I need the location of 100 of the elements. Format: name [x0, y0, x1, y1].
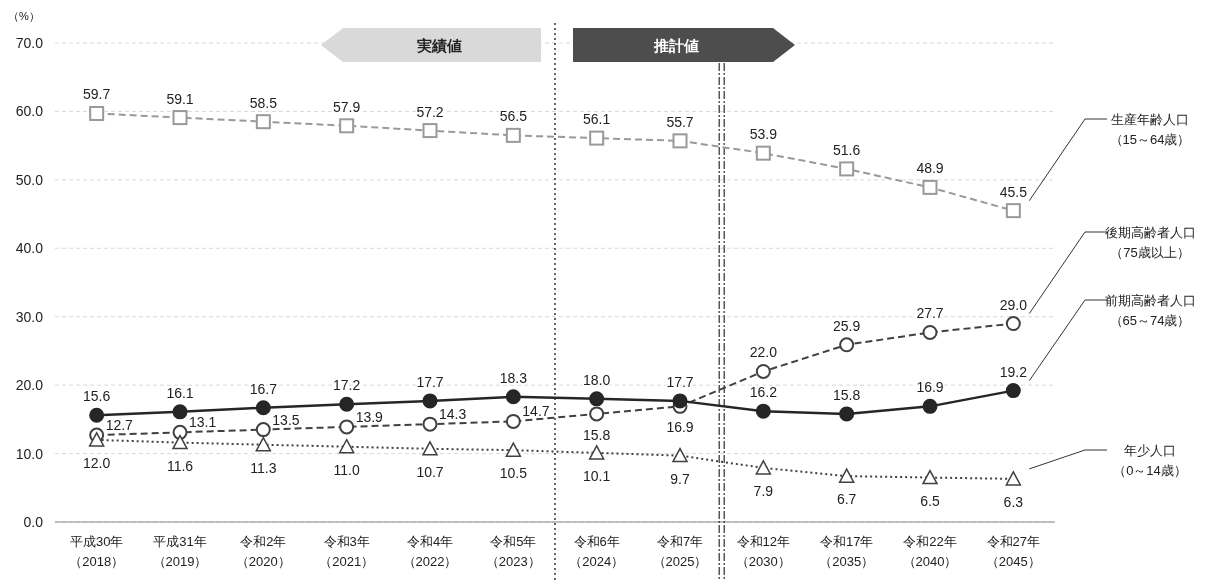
point — [839, 406, 855, 422]
data-label: 58.5 — [249, 94, 278, 111]
data-label: 15.6 — [83, 388, 111, 405]
y-axis-title: （%） — [8, 10, 40, 22]
y-tick-label: 50.0 — [15, 171, 44, 188]
data-label: 25.9 — [833, 317, 861, 334]
point — [89, 105, 105, 121]
x-tick-label: 令和2年（2020） — [235, 534, 291, 569]
data-label: 27.7 — [916, 305, 944, 322]
x-tick-label: 令和4年（2022） — [402, 534, 458, 569]
data-label: 16.2 — [749, 384, 778, 401]
point — [922, 398, 938, 414]
point — [505, 127, 521, 143]
data-label: 19.2 — [999, 363, 1028, 380]
point — [422, 393, 438, 409]
data-label: 16.9 — [916, 379, 944, 396]
data-label: 13.1 — [189, 414, 217, 431]
x-tick-label: 令和5年（2023） — [485, 534, 541, 569]
text: 年少人口（0～14歳） — [1113, 443, 1187, 478]
data-label: 17.7 — [416, 373, 444, 390]
data-label: 7.9 — [753, 482, 774, 499]
x-tick-label: 令和17年（2035） — [819, 534, 875, 569]
data-label: 14.3 — [439, 406, 467, 423]
point — [838, 468, 855, 483]
point — [339, 396, 355, 412]
point — [1005, 316, 1021, 332]
data-label: 6.3 — [1003, 493, 1024, 510]
y-tick-label: 40.0 — [15, 240, 44, 257]
data-label: 57.9 — [333, 98, 361, 115]
data-label: 11.0 — [333, 461, 360, 478]
text: 後期高齢者人口（75歳以上） — [1104, 225, 1196, 260]
point — [1005, 471, 1022, 486]
data-label: 12.7 — [105, 417, 134, 434]
data-label: 59.1 — [166, 90, 194, 107]
data-label: 53.9 — [749, 126, 778, 143]
point — [505, 442, 522, 457]
data-label: 15.8 — [833, 386, 861, 403]
data-label: 10.7 — [416, 463, 444, 480]
data-label: 10.1 — [583, 467, 611, 484]
point — [255, 436, 272, 452]
data-label: 16.1 — [166, 384, 194, 401]
point — [172, 110, 188, 126]
x-tick-label: 令和3年（2021） — [319, 534, 375, 569]
data-label: 11.6 — [166, 457, 194, 474]
point — [588, 445, 605, 460]
data-label: 56.5 — [499, 108, 528, 125]
x-tick-label: 平成31年（2019） — [152, 534, 208, 569]
point — [589, 130, 605, 146]
annotation: 実績値 — [415, 37, 462, 54]
point — [1005, 203, 1021, 219]
text: 生産年齢人口（15～64歳） — [1109, 112, 1191, 147]
data-label: 6.7 — [836, 491, 857, 508]
point — [255, 400, 271, 416]
data-label: 51.6 — [833, 141, 861, 158]
data-label: 45.5 — [999, 183, 1028, 200]
point — [672, 133, 688, 149]
point — [589, 391, 605, 407]
point — [589, 406, 605, 422]
point — [672, 393, 688, 409]
point — [755, 145, 771, 161]
data-label: 55.7 — [666, 113, 694, 130]
data-label: 10.5 — [499, 465, 528, 482]
point — [172, 424, 188, 440]
data-label: 14.7 — [522, 403, 550, 420]
data-label: 18.3 — [499, 369, 528, 386]
point — [422, 123, 438, 139]
point — [505, 389, 521, 405]
data-label: 13.9 — [355, 408, 384, 425]
data-label: 29.0 — [999, 296, 1028, 313]
data-label: 9.7 — [670, 470, 690, 487]
point — [755, 460, 772, 475]
y-tick-label: 0.0 — [23, 514, 44, 530]
point — [255, 114, 271, 130]
data-label: 12.0 — [83, 454, 111, 471]
data-label: 22.0 — [749, 344, 778, 361]
point — [755, 363, 771, 379]
y-tick-label: 20.0 — [15, 377, 44, 394]
annotation: 推計値 — [652, 37, 699, 54]
point — [339, 419, 355, 435]
data-label: 17.2 — [333, 377, 361, 394]
point — [922, 469, 938, 485]
point — [172, 404, 188, 420]
point — [1005, 383, 1021, 399]
point — [505, 413, 521, 429]
point — [88, 432, 105, 447]
point — [922, 324, 938, 340]
data-label: 6.5 — [920, 492, 940, 509]
y-tick-label: 60.0 — [15, 103, 44, 120]
data-label: 17.7 — [666, 373, 694, 390]
data-label: 15.8 — [583, 426, 611, 443]
y-tick-label: 30.0 — [15, 308, 44, 325]
data-label: 48.9 — [916, 160, 944, 177]
point — [839, 337, 855, 353]
x-tick-label: 令和27年（2045） — [985, 534, 1041, 569]
data-label: 16.9 — [666, 419, 694, 436]
x-tick-label: 平成30年（2018） — [69, 534, 125, 569]
y-tick-label: 10.0 — [15, 445, 44, 462]
data-label: 56.1 — [583, 111, 611, 128]
point — [422, 416, 438, 432]
x-tick-label: 令和22年（2040） — [902, 534, 958, 569]
